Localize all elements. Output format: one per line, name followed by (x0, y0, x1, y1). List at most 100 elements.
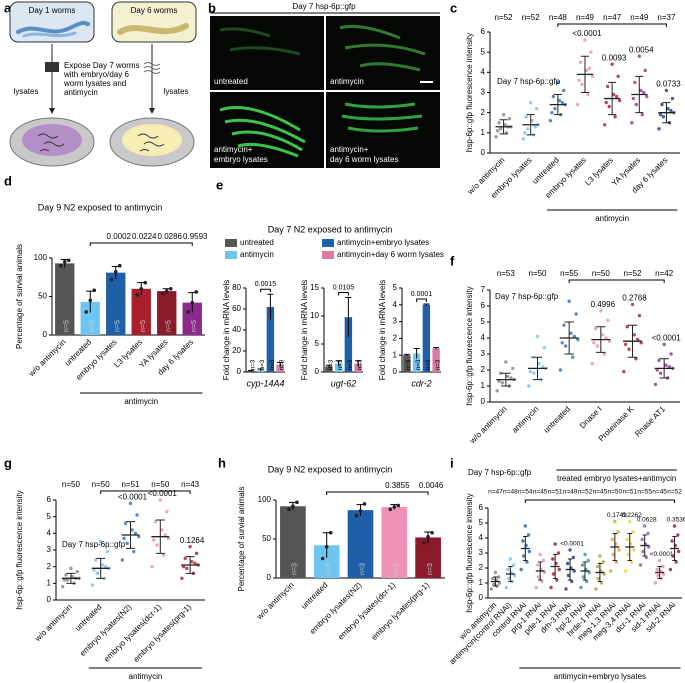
bar (280, 506, 306, 578)
sd-bar (526, 114, 535, 136)
y-tick-label: 5 (481, 47, 486, 56)
data-point (164, 289, 169, 293)
schematic-text: with embryo/day 6 (63, 70, 129, 79)
data-point (95, 571, 100, 576)
data-point (493, 570, 498, 575)
data-point (505, 374, 510, 379)
bar (266, 306, 275, 372)
data-point (180, 576, 184, 581)
data-point (583, 38, 587, 42)
arrow-label: lysates (14, 87, 39, 96)
data-point (590, 74, 595, 79)
data-point (598, 554, 602, 558)
data-point (551, 572, 556, 576)
data-point (125, 541, 129, 546)
data-point (580, 82, 584, 87)
data-point (503, 123, 507, 127)
sd-bar (627, 324, 638, 358)
data-point (632, 548, 636, 552)
image-caption: day 6 worm lysates (330, 155, 398, 164)
data-point (84, 310, 89, 314)
data-point (627, 347, 631, 351)
data-point (645, 94, 649, 99)
data-point (550, 557, 555, 561)
data-point (567, 299, 571, 303)
data-point (560, 100, 565, 105)
y-axis-label: Percentage of survial animals (237, 487, 246, 592)
data-point (511, 366, 515, 371)
data-point (593, 326, 598, 331)
data-point (185, 566, 189, 571)
bar (381, 507, 408, 578)
chart-title: Day 9 N2 exposed to antimycin (268, 464, 393, 474)
panel-label: d (4, 173, 12, 188)
data-point (495, 389, 499, 393)
bar (334, 363, 343, 372)
data-point (566, 573, 571, 578)
sd-bar (185, 556, 195, 574)
data-point (557, 98, 562, 103)
data-point (602, 123, 607, 127)
data-point (605, 84, 610, 89)
data-point (542, 345, 547, 350)
data-point (613, 115, 617, 119)
data-point (577, 78, 581, 83)
data-point (489, 587, 494, 591)
chart-title: Day 9 N2 exposed to antimycin (38, 202, 163, 212)
data-point (558, 368, 563, 372)
bar (412, 353, 421, 372)
worm (117, 23, 189, 35)
data-point (548, 119, 553, 123)
y-axis-label: hsp-6p::gfp fluorescence intensity (465, 286, 474, 405)
data-point (526, 533, 531, 537)
x-tick-label: w/o antimycin (32, 603, 73, 644)
data-point (136, 534, 141, 539)
data-point (616, 74, 620, 79)
data-point (562, 323, 566, 327)
data-point (604, 336, 608, 340)
schematic: Day 1 worms Day 6 worms lysates lysates … (9, 1, 197, 167)
y-tick-label: 4 (47, 528, 52, 537)
comparison-bracket (338, 292, 349, 296)
data-point (575, 102, 580, 107)
n-label: n=50 (92, 480, 111, 489)
data-point (525, 560, 529, 564)
y-tick-label: 6 (479, 503, 484, 512)
data-point (528, 369, 533, 374)
x-tick-label: antimycin (510, 405, 540, 435)
data-point (601, 560, 605, 564)
y-tick-label: 4 (481, 67, 486, 76)
data-point (497, 575, 501, 579)
y-tick-label: 0 (43, 330, 48, 339)
error-bar (423, 303, 430, 306)
worm-box (9, 1, 95, 43)
sd-bar (523, 536, 528, 561)
y-axis-label: hsp-6p::gfp fluorescence intensity (465, 33, 474, 152)
data-point (636, 337, 640, 342)
legend-label: antimycin+day 6 worm lysates (337, 250, 444, 259)
y-tick-label: 4 (479, 533, 484, 542)
p-value: 0.0046 (419, 481, 444, 490)
y-tick-label: 1 (47, 578, 52, 587)
data-point (607, 339, 612, 343)
data-point (587, 570, 591, 575)
y-tick-label: 2 (393, 334, 398, 343)
data-point (536, 563, 540, 567)
p-value: <0.0001 (560, 541, 584, 548)
y-tick-label: 1 (393, 350, 398, 359)
y-tick-label: 0 (481, 148, 486, 157)
data-point (642, 90, 646, 95)
data-point (551, 94, 556, 99)
group-label: antimycin (129, 672, 163, 681)
x-axis-label: cdr-2 (411, 378, 431, 388)
data-point (123, 521, 128, 526)
data-point (632, 333, 636, 337)
n-label: n=3 (348, 359, 354, 370)
data-point (634, 357, 638, 361)
worm-signal (339, 24, 426, 72)
data-point (61, 584, 65, 589)
bar (131, 288, 151, 335)
data-point (602, 572, 606, 576)
data-point (584, 579, 589, 584)
data-point (168, 287, 173, 291)
